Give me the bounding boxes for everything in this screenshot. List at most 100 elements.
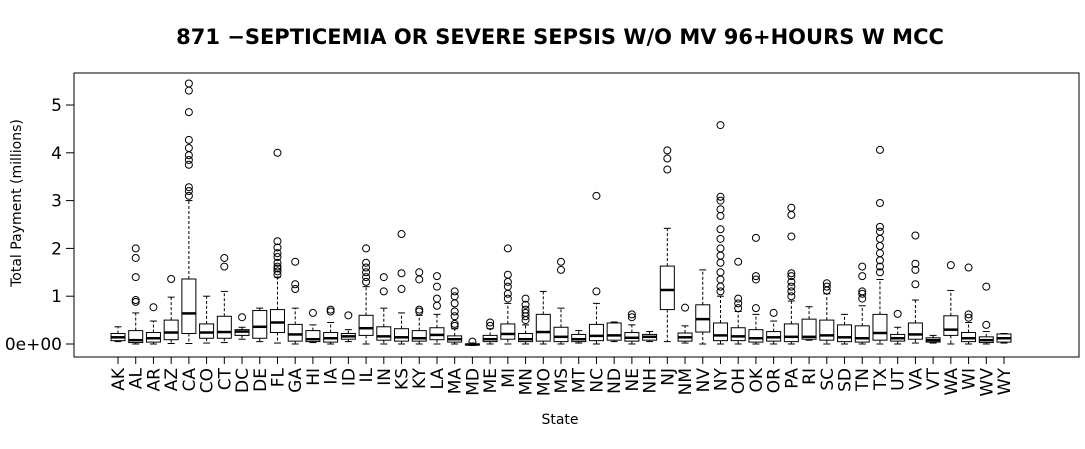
iqr-box bbox=[376, 326, 392, 341]
x-tick-label: VA bbox=[906, 368, 926, 391]
outlier-point bbox=[131, 296, 140, 305]
x-tick-label: SC bbox=[818, 368, 838, 391]
outlier-point bbox=[787, 203, 796, 212]
outlier-point bbox=[858, 272, 867, 281]
outlier-point bbox=[503, 244, 512, 253]
iqr-box bbox=[553, 326, 569, 343]
outlier-point bbox=[326, 305, 335, 314]
box-mi bbox=[500, 244, 516, 345]
chart-title: 871 −SEPTICEMIA OR SEVERE SEPSIS W/O MV … bbox=[176, 25, 944, 49]
outlier-point bbox=[379, 287, 388, 296]
outlier-point bbox=[875, 249, 884, 258]
outlier-point bbox=[486, 321, 495, 330]
x-tick-label: AL bbox=[127, 367, 147, 389]
iqr-box bbox=[872, 313, 888, 341]
box-ct bbox=[216, 253, 232, 344]
outlier-point bbox=[184, 108, 193, 117]
x-tick-label: UT bbox=[889, 367, 909, 390]
y-tick-label: 4 bbox=[51, 144, 62, 164]
outlier-point bbox=[184, 160, 193, 169]
outlier-point bbox=[450, 292, 459, 301]
outlier-point bbox=[273, 258, 282, 267]
outlier-point bbox=[184, 79, 193, 88]
outlier-point bbox=[362, 263, 371, 272]
outlier-point bbox=[716, 225, 725, 234]
outlier-point bbox=[751, 304, 760, 313]
outlier-point bbox=[751, 233, 760, 242]
box-nc bbox=[588, 191, 604, 345]
outlier-point bbox=[131, 244, 140, 253]
box-fl bbox=[269, 148, 285, 344]
x-tick-label: TX bbox=[871, 368, 891, 391]
outlier-point bbox=[663, 154, 672, 163]
box-il bbox=[358, 244, 374, 345]
iqr-box bbox=[854, 325, 870, 343]
outlier-point bbox=[415, 305, 424, 314]
outlier-point bbox=[751, 275, 760, 284]
outlier-point bbox=[397, 269, 406, 278]
outlier-point bbox=[167, 274, 176, 283]
box-tx bbox=[872, 145, 888, 345]
outlier-point bbox=[716, 268, 725, 277]
x-tick-label: RI bbox=[800, 368, 820, 385]
box-tn bbox=[854, 262, 870, 345]
outlier-point bbox=[432, 282, 441, 291]
x-tick-label: ME bbox=[481, 368, 501, 393]
x-tick-label: OR bbox=[765, 368, 785, 393]
outlier-point bbox=[787, 232, 796, 241]
iqr-box bbox=[907, 322, 923, 340]
iqr-box bbox=[287, 323, 303, 342]
outlier-point bbox=[875, 222, 884, 231]
outlier-point bbox=[875, 227, 884, 236]
box-mo bbox=[535, 290, 551, 345]
x-tick-label: MN bbox=[517, 368, 537, 395]
iqr-box bbox=[199, 323, 215, 339]
outlier-point bbox=[716, 282, 725, 291]
outlier-point bbox=[521, 308, 530, 317]
outlier-point bbox=[822, 282, 831, 291]
outlier-point bbox=[344, 311, 353, 320]
outlier-point bbox=[858, 287, 867, 296]
outlier-point bbox=[716, 121, 725, 130]
plot-frame bbox=[73, 72, 1080, 358]
x-tick-label: CA bbox=[180, 368, 200, 392]
outlier-point bbox=[184, 151, 193, 160]
outlier-point bbox=[291, 280, 300, 289]
x-tick-label: CO bbox=[198, 368, 218, 393]
outlier-point bbox=[273, 267, 282, 276]
x-axis: AKALARAZCACOCTDCDEFLGAHIIAIDILINKSKYLAMA… bbox=[109, 357, 1015, 396]
outlier-point bbox=[858, 289, 867, 298]
outlier-point bbox=[184, 183, 193, 192]
outlier-point bbox=[273, 243, 282, 252]
outlier-point bbox=[273, 237, 282, 246]
iqr-box bbox=[837, 324, 853, 343]
box-nj bbox=[659, 146, 675, 343]
outlier-point bbox=[946, 261, 955, 270]
outlier-point bbox=[557, 257, 565, 266]
outlier-point bbox=[503, 277, 512, 286]
box-dc bbox=[234, 313, 250, 340]
outlier-point bbox=[734, 257, 743, 266]
box-or bbox=[766, 308, 782, 345]
iqr-box bbox=[535, 313, 551, 342]
outlier-point bbox=[716, 275, 725, 284]
x-tick-label: MS bbox=[552, 368, 572, 393]
outlier-point bbox=[432, 301, 441, 310]
box-ga bbox=[287, 257, 303, 345]
outlier-point bbox=[787, 292, 796, 301]
box-series bbox=[110, 79, 1012, 346]
box-sd bbox=[837, 313, 853, 345]
outlier-point bbox=[468, 337, 477, 346]
box-oh bbox=[730, 257, 746, 345]
y-axis: 0e+00 1 2 3 4 5 bbox=[5, 96, 74, 355]
outlier-point bbox=[982, 282, 991, 291]
outlier-point bbox=[432, 272, 441, 281]
outlier-point bbox=[716, 287, 725, 296]
y-tick-label: 0e+00 bbox=[5, 335, 62, 355]
box-ar bbox=[145, 303, 161, 345]
outlier-point bbox=[681, 303, 690, 312]
iqr-box bbox=[181, 278, 197, 334]
outlier-point bbox=[875, 242, 884, 251]
outlier-point bbox=[751, 272, 760, 281]
outlier-point bbox=[503, 270, 512, 279]
